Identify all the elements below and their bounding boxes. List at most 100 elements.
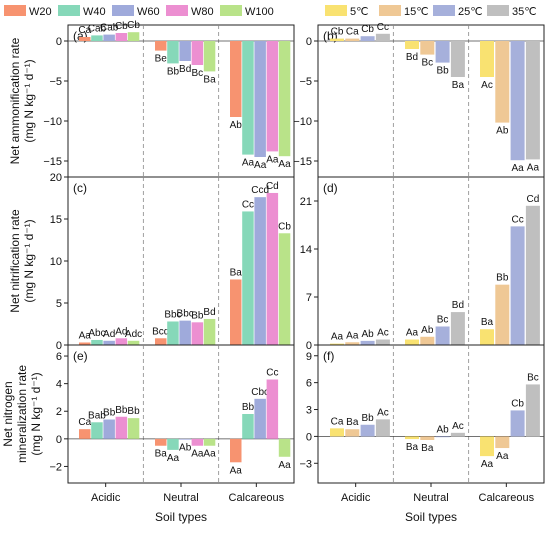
y-axis-label: Net ammonification rate (8, 37, 22, 164)
legend-label-legend_right-2: 25℃ (458, 6, 483, 18)
data-label: Bc (437, 314, 449, 325)
bar (127, 32, 140, 41)
bar (510, 410, 525, 437)
bar (420, 436, 435, 440)
y-tick-label: −15 (293, 156, 312, 168)
data-label: Aa (254, 160, 267, 171)
data-label: Aa (496, 451, 509, 462)
data-label: Aa (230, 465, 243, 476)
bar (360, 36, 375, 41)
y-tick-label: 9 (306, 351, 312, 363)
data-label: Ab (496, 126, 509, 137)
y-tick-label: 6 (306, 378, 312, 390)
x-tick-label: Acidic (91, 492, 121, 504)
bar (91, 422, 103, 439)
data-label: Ab (436, 424, 449, 435)
bar (230, 41, 242, 117)
bar (167, 41, 179, 64)
bar (330, 343, 344, 345)
legend-swatch-legend_left-3 (166, 5, 188, 16)
bar (103, 340, 115, 345)
data-label: Ab (421, 325, 434, 336)
y-axis-label: (mg N kg⁻¹ d⁻¹) (29, 372, 43, 455)
data-label: Bb (127, 406, 140, 417)
bar (230, 279, 242, 345)
data-label: Bb (496, 273, 509, 284)
y-tick-label: −15 (43, 156, 62, 168)
y-tick-label: −10 (43, 116, 62, 128)
x-axis-label: Soil types (155, 510, 207, 524)
panel-label: (f) (323, 349, 334, 363)
bar (155, 438, 167, 446)
y-tick-label: 4 (56, 379, 62, 391)
data-label: Cd (266, 181, 279, 192)
data-label: Ad (115, 326, 127, 337)
legend-swatch-legend_left-1 (58, 5, 80, 16)
data-label: Ca (331, 416, 344, 427)
bar (79, 429, 91, 439)
bar (167, 321, 179, 345)
bar (375, 33, 390, 41)
bar (450, 432, 465, 437)
panel-frame (317, 344, 545, 484)
data-label: Aa (242, 158, 255, 169)
panel-label: (d) (323, 181, 338, 195)
bar (191, 322, 204, 345)
data-label: Ba (406, 442, 419, 453)
y-tick-label: 14 (300, 244, 312, 256)
bar (278, 41, 291, 157)
data-label: Bb (436, 66, 449, 77)
bar (345, 342, 360, 345)
data-label: Bbc (177, 309, 194, 320)
bar (127, 418, 140, 439)
y-axis-label: (mg N kg⁻¹ d⁻¹) (22, 59, 36, 142)
y-axis-label: Net nitrification rate (8, 209, 22, 313)
data-label: Cb (361, 24, 374, 35)
data-label: Cc (242, 199, 254, 210)
legend-label-legend_right-1: 15℃ (404, 6, 429, 18)
bar (375, 419, 390, 437)
y-axis-label: Net nitrogen (1, 381, 15, 446)
data-label: Cb (115, 21, 128, 32)
data-label: Aa (167, 453, 180, 464)
data-label: Bbc (164, 309, 181, 320)
bar (115, 416, 128, 439)
data-label: Cc (266, 368, 278, 379)
data-label: Adc (125, 329, 142, 340)
bar (435, 326, 450, 345)
data-label: Cb (278, 221, 291, 232)
data-label: Ba (155, 449, 168, 460)
bar (203, 41, 216, 72)
bar (360, 340, 375, 345)
legend-label-legend_left-2: W60 (137, 6, 160, 18)
bar (405, 436, 419, 440)
y-tick-label: 15 (50, 214, 62, 226)
bar (115, 33, 128, 41)
data-label: Ba (203, 74, 216, 85)
data-label: Cb (127, 20, 140, 31)
data-label: Bc (192, 68, 204, 79)
bar (375, 339, 390, 345)
data-label: Bd (203, 307, 215, 318)
data-label: Cb (511, 398, 524, 409)
y-tick-label: −5 (49, 76, 62, 88)
data-label: Aa (278, 159, 291, 170)
data-label: Bd (179, 64, 191, 75)
bar (278, 233, 291, 345)
x-tick-label: Neutral (163, 492, 198, 504)
data-label: Ca (346, 27, 359, 38)
bar (79, 37, 91, 41)
bar (435, 41, 450, 63)
x-axis-label: Soil types (405, 510, 457, 524)
legend-label-legend_left-4: W100 (245, 6, 274, 18)
bar (510, 41, 525, 161)
x-tick-label: Calcareous (229, 492, 285, 504)
legend-label-legend_left-0: W20 (29, 6, 52, 18)
x-tick-label: Neutral (413, 492, 448, 504)
bar (203, 438, 216, 446)
bar (254, 197, 266, 345)
data-label: Ba (452, 80, 465, 91)
